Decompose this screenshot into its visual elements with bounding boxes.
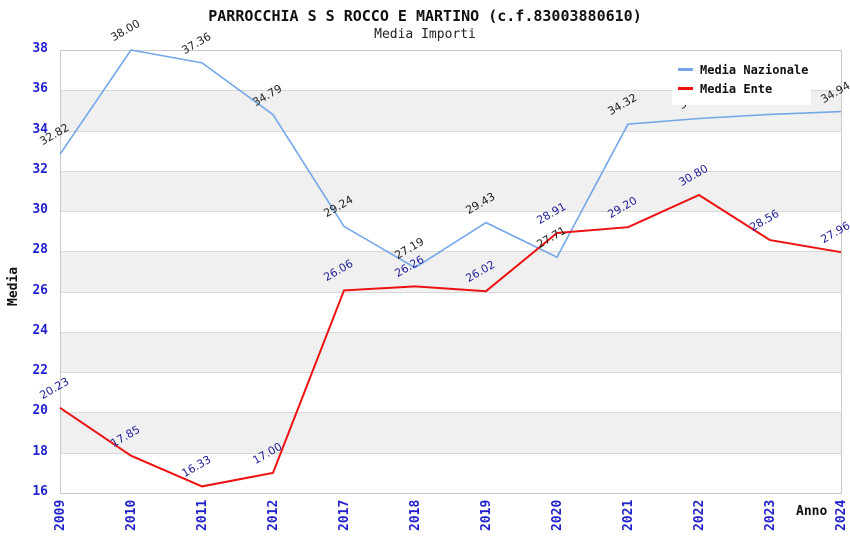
y-tick-label: 26: [32, 282, 48, 298]
legend-line-swatch-red-icon: [678, 87, 693, 90]
plot-band: [60, 331, 841, 373]
gridline: [60, 331, 841, 333]
gridline: [60, 251, 841, 253]
plot-band: [60, 291, 841, 332]
y-tick-label: 28: [32, 242, 48, 258]
plot-band: [60, 251, 841, 292]
chart-subtitle: Media Importi: [374, 27, 476, 42]
gridline: [60, 372, 841, 374]
gridline: [60, 170, 841, 172]
gridline: [60, 90, 841, 92]
y-tick-label: 36: [32, 81, 48, 97]
gridline: [60, 211, 841, 213]
legend-line-swatch-blue-icon: [678, 68, 693, 71]
gridline: [60, 130, 841, 132]
y-tick-label: 32: [32, 161, 48, 177]
y-tick-label: 38: [32, 41, 48, 56]
series-line-media-nazionale: [59, 49, 842, 269]
plot-band: [60, 412, 841, 453]
plot-band: [60, 452, 841, 493]
chart-title: PARROCCHIA S S ROCCO E MARTINO (c.f.8300…: [208, 7, 642, 25]
legend-item-media-ente: Media Ente: [672, 79, 811, 98]
y-tick-label: 18: [32, 443, 48, 459]
y-tick-label: 16: [32, 484, 48, 499]
y-tick-label: 34: [32, 121, 48, 137]
legend: Media Nazionale Media Ente: [672, 56, 811, 105]
legend-label: Media Nazionale: [700, 62, 809, 77]
x-axis-title: Anno: [796, 504, 828, 519]
y-tick-label: 30: [32, 202, 48, 218]
y-tick-label: 24: [32, 322, 48, 338]
y-tick-label: 22: [32, 363, 48, 379]
y-tick-label: 20: [32, 403, 48, 419]
gridline: [60, 291, 841, 293]
plot-band: [60, 372, 841, 413]
gridline: [60, 452, 841, 454]
gridline: [60, 412, 841, 414]
series-line-media-ente: [59, 193, 842, 488]
plot-band: [60, 170, 841, 212]
legend-label: Media Ente: [700, 81, 773, 96]
plot-band: [60, 130, 841, 171]
legend-item-media-nazionale: Media Nazionale: [672, 60, 811, 79]
